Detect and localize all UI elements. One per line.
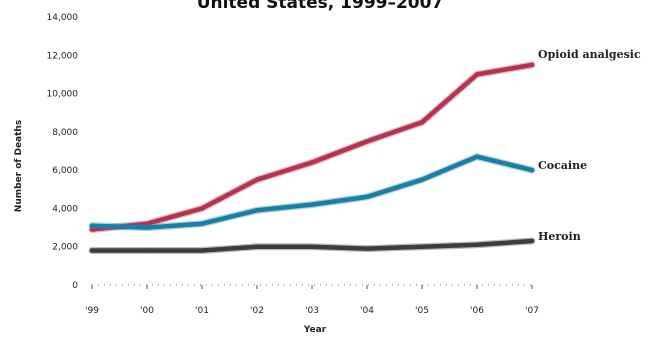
x-axis: '99 '00 '01 '02 '03 '04 '05 '06 '07	[85, 284, 539, 316]
data-point-cocaine	[309, 202, 315, 207]
x-tick-label: '00	[140, 306, 154, 316]
series-label-cocaine: Cocaine	[538, 159, 587, 172]
x-tick-label: '03	[305, 306, 319, 316]
x-tick-label: '99	[85, 306, 99, 316]
data-point-heroin	[89, 248, 95, 253]
y-axis: 0 2,000 4,000 6,000 8,000 10,000 12,000 14,000	[47, 13, 79, 291]
x-tick-label: '01	[195, 306, 209, 316]
data-point-heroin	[474, 242, 480, 247]
data-point-opioid-analgesic	[254, 177, 260, 182]
data-point-cocaine	[474, 154, 480, 159]
data-point-opioid-analgesic	[89, 227, 95, 232]
series-label-opioid-analgesic: Opioid analgesic	[538, 48, 641, 61]
data-point-heroin	[254, 244, 260, 249]
data-point-heroin	[199, 248, 205, 253]
data-point-opioid-analgesic	[199, 206, 205, 211]
y-tick-label: 6,000	[52, 166, 78, 176]
data-point-cocaine	[89, 223, 95, 228]
series-labels: Opioid analgesic Cocaine Heroin	[538, 48, 641, 243]
data-point-cocaine	[419, 177, 425, 182]
x-tick-label: '04	[360, 306, 374, 316]
y-tick-label: 0	[72, 281, 78, 291]
x-axis-title: Year	[303, 325, 327, 335]
data-point-heroin	[364, 246, 370, 251]
data-point-opioid-analgesic	[529, 62, 535, 68]
data-point-cocaine	[529, 167, 535, 173]
x-tick-label: '07	[525, 306, 539, 316]
y-axis-title: Number of Deaths	[14, 120, 24, 212]
data-point-opioid-analgesic	[419, 120, 425, 125]
data-point-cocaine	[254, 208, 260, 213]
series-line-cocaine	[89, 154, 535, 230]
data-point-cocaine	[199, 221, 205, 226]
data-point-cocaine	[144, 225, 150, 230]
y-tick-label: 2,000	[52, 243, 78, 253]
series-line-halo-cocaine	[88, 153, 536, 232]
chart-title: United States, 1999–2007	[197, 0, 444, 13]
data-point-heroin	[419, 244, 425, 249]
data-point-heroin	[309, 244, 315, 249]
data-point-cocaine	[364, 194, 370, 200]
x-tick-label: '02	[250, 306, 264, 316]
y-tick-label: 14,000	[47, 13, 79, 23]
y-tick-label: 8,000	[52, 128, 78, 138]
x-tick-label: '06	[470, 306, 484, 316]
data-point-opioid-analgesic	[309, 160, 315, 165]
data-point-heroin	[144, 248, 150, 253]
data-point-heroin	[529, 238, 535, 244]
data-point-opioid-analgesic	[144, 221, 150, 226]
y-tick-label: 10,000	[47, 90, 79, 100]
x-tick-label: '05	[415, 306, 429, 316]
series-label-heroin: Heroin	[538, 230, 581, 243]
series-lines	[88, 61, 536, 254]
data-point-opioid-analgesic	[474, 72, 480, 77]
y-tick-label: 12,000	[47, 51, 79, 61]
data-point-opioid-analgesic	[364, 139, 370, 144]
y-tick-label: 4,000	[52, 204, 78, 214]
